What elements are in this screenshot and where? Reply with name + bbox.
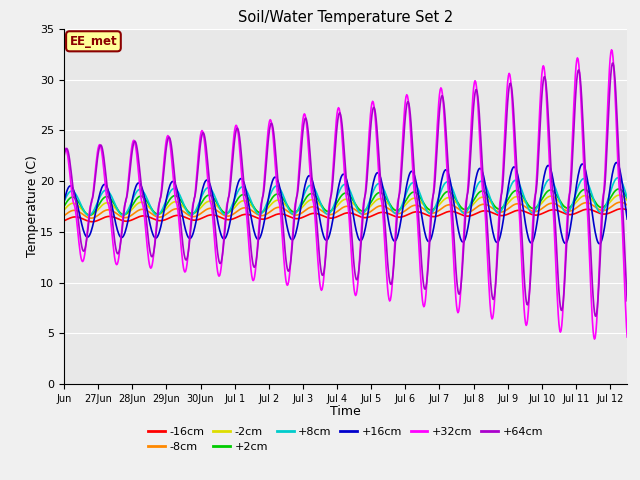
+8cm <box>85 213 93 218</box>
+64cm <box>256 223 264 229</box>
-2cm <box>607 198 614 204</box>
+32cm <box>607 49 614 55</box>
-16cm <box>618 206 625 212</box>
+64cm <box>623 298 631 304</box>
+2cm <box>449 192 457 198</box>
+16cm <box>612 160 620 166</box>
+8cm <box>508 182 515 188</box>
Legend: -16cm, -8cm, -2cm, +2cm, +8cm, +16cm, +32cm, +64cm: -16cm, -8cm, -2cm, +2cm, +8cm, +16cm, +3… <box>144 422 547 456</box>
+8cm <box>623 195 631 201</box>
+8cm <box>449 187 457 193</box>
+64cm <box>449 207 456 213</box>
-8cm <box>60 213 68 218</box>
+32cm <box>591 336 598 342</box>
+32cm <box>131 141 139 146</box>
-8cm <box>623 202 631 208</box>
+32cm <box>256 216 264 221</box>
+8cm <box>132 190 140 196</box>
+64cm <box>609 60 617 66</box>
+16cm <box>131 186 139 192</box>
Line: +16cm: +16cm <box>64 163 627 244</box>
+8cm <box>60 199 68 204</box>
-8cm <box>508 204 515 209</box>
-16cm <box>60 218 68 224</box>
-16cm <box>132 215 140 221</box>
Line: -8cm: -8cm <box>64 202 627 218</box>
-16cm <box>257 216 264 222</box>
-16cm <box>449 209 457 215</box>
Y-axis label: Temperature (C): Temperature (C) <box>26 156 39 257</box>
+8cm <box>607 188 614 193</box>
+2cm <box>60 204 68 209</box>
-2cm <box>81 210 89 216</box>
-2cm <box>86 212 94 218</box>
-2cm <box>60 207 68 213</box>
+2cm <box>508 192 515 197</box>
+64cm <box>60 154 68 160</box>
-2cm <box>616 192 623 198</box>
+64cm <box>131 138 139 144</box>
+64cm <box>592 313 600 319</box>
Text: EE_met: EE_met <box>70 35 117 48</box>
+8cm <box>614 175 622 180</box>
Line: +32cm: +32cm <box>64 50 627 339</box>
Line: +2cm: +2cm <box>64 189 627 215</box>
+8cm <box>81 210 89 216</box>
-16cm <box>607 209 614 215</box>
-16cm <box>81 217 89 223</box>
+32cm <box>507 77 515 83</box>
Line: +64cm: +64cm <box>64 63 627 316</box>
-8cm <box>87 216 95 221</box>
+8cm <box>257 211 264 217</box>
X-axis label: Time: Time <box>330 405 361 418</box>
+16cm <box>60 199 68 204</box>
+2cm <box>132 197 140 203</box>
-8cm <box>449 203 457 208</box>
+2cm <box>623 195 631 201</box>
+16cm <box>607 180 614 186</box>
+2cm <box>615 186 623 192</box>
+64cm <box>507 80 515 86</box>
Line: -2cm: -2cm <box>64 195 627 215</box>
-2cm <box>623 198 631 204</box>
-2cm <box>257 210 264 216</box>
-8cm <box>132 209 140 215</box>
-2cm <box>449 197 457 203</box>
+32cm <box>60 149 68 155</box>
-8cm <box>616 199 624 205</box>
+2cm <box>607 194 614 200</box>
+2cm <box>81 210 89 216</box>
+16cm <box>81 232 89 238</box>
-2cm <box>132 202 140 208</box>
Title: Soil/Water Temperature Set 2: Soil/Water Temperature Set 2 <box>238 10 453 25</box>
-2cm <box>508 197 515 203</box>
+32cm <box>608 47 616 53</box>
Line: +8cm: +8cm <box>64 178 627 216</box>
+16cm <box>449 189 456 195</box>
-16cm <box>623 207 631 213</box>
-16cm <box>508 210 515 216</box>
-8cm <box>81 213 89 219</box>
+16cm <box>596 241 604 247</box>
Line: -16cm: -16cm <box>64 209 627 222</box>
-8cm <box>257 213 264 218</box>
+16cm <box>256 235 264 241</box>
+2cm <box>257 210 264 216</box>
-16cm <box>88 219 96 225</box>
-8cm <box>607 204 614 210</box>
+2cm <box>86 212 93 218</box>
+16cm <box>623 216 631 222</box>
+32cm <box>623 334 631 340</box>
+32cm <box>81 247 89 253</box>
+16cm <box>507 172 515 178</box>
+64cm <box>81 245 89 251</box>
+64cm <box>607 72 614 77</box>
+32cm <box>449 230 456 236</box>
